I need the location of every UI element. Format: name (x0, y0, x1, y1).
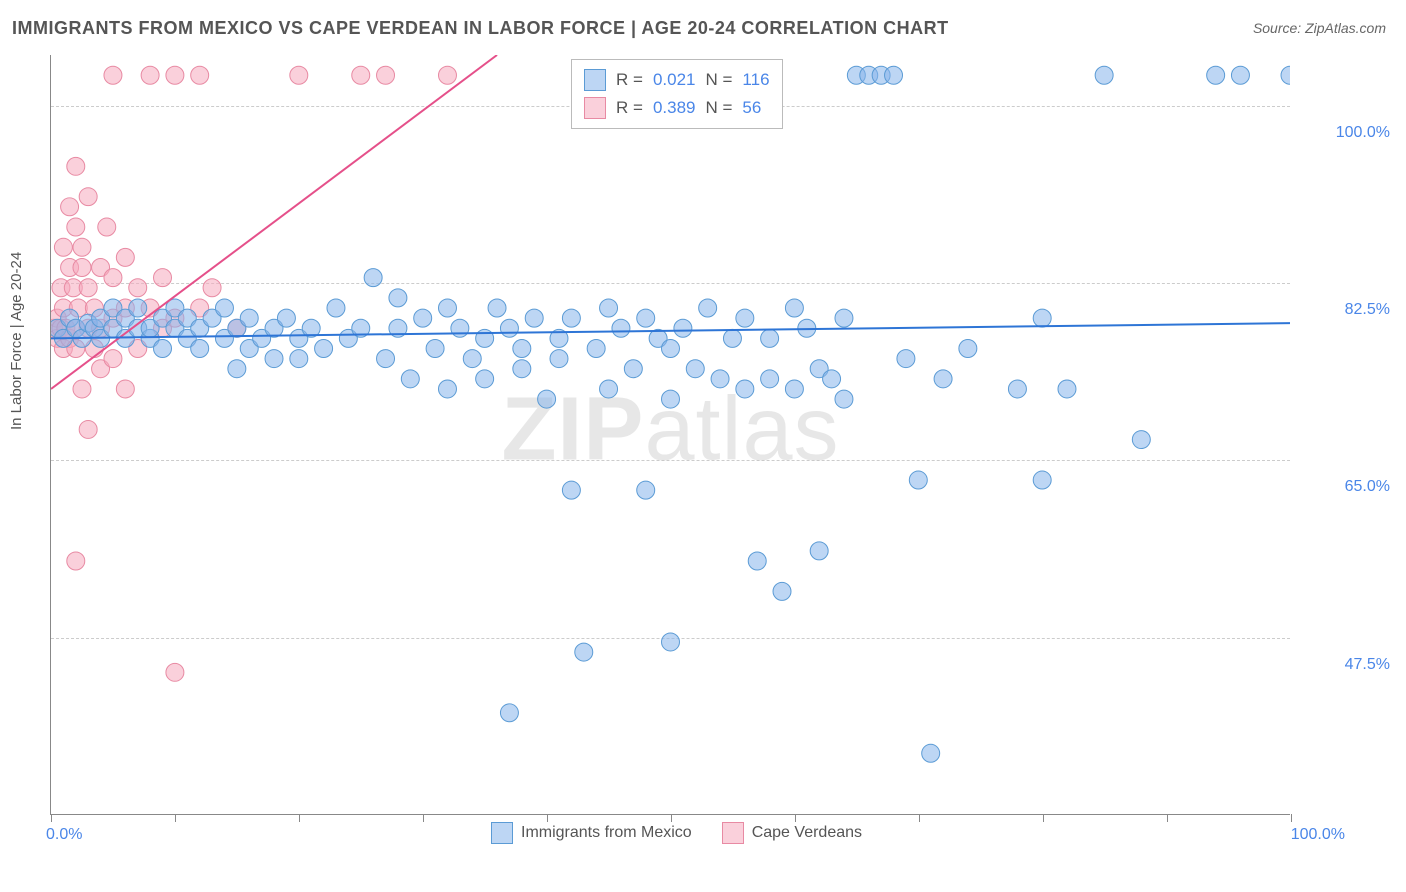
legend-r-value-2: 0.389 (653, 94, 696, 122)
x-axis-min-label: 0.0% (46, 826, 82, 844)
series-name-2: Cape Verdeans (752, 824, 862, 842)
legend-swatch-1 (584, 69, 606, 91)
legend-r-label-2: R = (616, 94, 643, 122)
series-swatch-1 (491, 822, 513, 844)
legend-row-2: R = 0.389 N = 56 (584, 94, 770, 122)
legend-swatch-2 (584, 97, 606, 119)
legend-n-label-1: N = (705, 66, 732, 94)
legend-row-1: R = 0.021 N = 116 (584, 66, 770, 94)
correlation-legend: R = 0.021 N = 116 R = 0.389 N = 56 (571, 59, 783, 129)
series-name-1: Immigrants from Mexico (521, 824, 692, 842)
legend-n-value-1: 116 (742, 66, 769, 94)
chart-area: ZIPatlas 47.5%65.0%82.5%100.0% R = 0.021… (50, 55, 1290, 815)
legend-r-label-1: R = (616, 66, 643, 94)
legend-n-label-2: N = (705, 94, 732, 122)
series-legend-item-2: Cape Verdeans (722, 822, 862, 844)
series-swatch-2 (722, 822, 744, 844)
legend-r-value-1: 0.021 (653, 66, 696, 94)
x-axis-max-label: 100.0% (1291, 826, 1345, 844)
chart-title: IMMIGRANTS FROM MEXICO VS CAPE VERDEAN I… (12, 18, 949, 39)
legend-n-value-2: 56 (742, 94, 761, 122)
series-legend-item-1: Immigrants from Mexico (491, 822, 692, 844)
y-axis-label: In Labor Force | Age 20-24 (8, 252, 25, 430)
scatter-plot (51, 55, 1290, 814)
source-credit: Source: ZipAtlas.com (1253, 20, 1386, 36)
series-legend: Immigrants from Mexico Cape Verdeans (491, 822, 862, 844)
